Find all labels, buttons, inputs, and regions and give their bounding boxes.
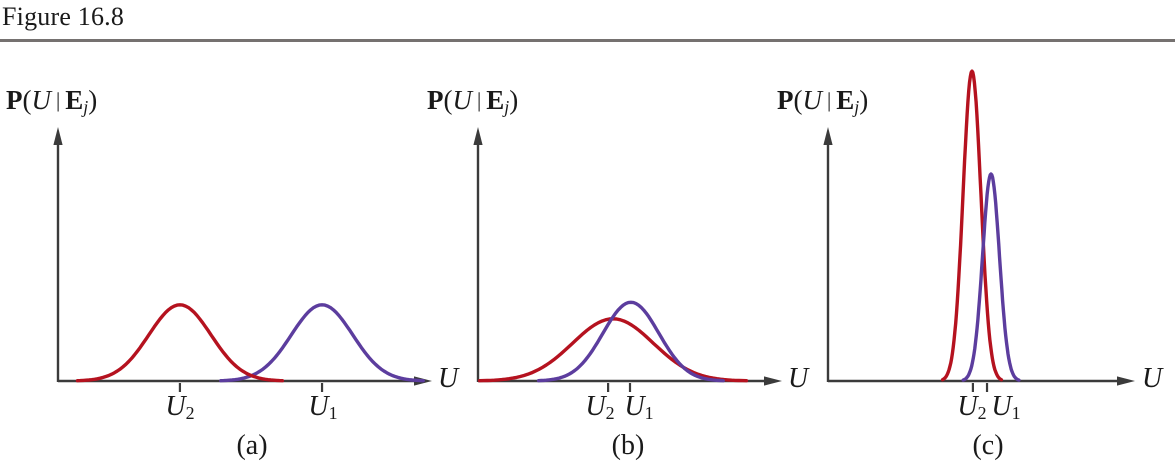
- tick-label-u1: U1: [991, 391, 1021, 424]
- x-axis-label: U: [788, 363, 809, 394]
- divider-rule: [0, 39, 1175, 42]
- x-axis-arrowhead: [1117, 376, 1135, 386]
- figure-title: Figure 16.8: [2, 2, 125, 31]
- x-axis-label: U: [1142, 363, 1163, 394]
- panel-caption: (b): [611, 430, 645, 461]
- panel-a-curve-red: [75, 303, 285, 383]
- panel-b-curve-purple: [536, 300, 725, 383]
- tick-label-u2: U2: [957, 391, 987, 424]
- tick-label-u2: U2: [165, 391, 195, 424]
- tick-label-u1: U1: [308, 391, 338, 424]
- panel-caption: (a): [236, 430, 268, 461]
- y-axis-arrowhead: [823, 127, 833, 145]
- tick-label-u2: U2: [585, 391, 615, 424]
- panel-caption: (c): [972, 430, 1004, 461]
- y-axis-label: P(U | Ej): [427, 85, 519, 118]
- y-axis-arrowhead: [473, 127, 483, 145]
- tick-label-u1: U1: [624, 391, 654, 424]
- panel-b-curve-red: [477, 317, 749, 383]
- panel-a-curve-purple: [219, 303, 425, 383]
- y-axis-label: P(U | Ej): [6, 85, 98, 118]
- y-axis-label: P(U | Ej): [777, 85, 869, 118]
- y-axis-arrowhead: [53, 127, 63, 145]
- panel-c-curve-purple: [961, 172, 1021, 382]
- panel-c-curve-red: [940, 69, 1004, 382]
- x-axis-arrowhead: [764, 376, 782, 386]
- x-axis-label: U: [438, 363, 459, 394]
